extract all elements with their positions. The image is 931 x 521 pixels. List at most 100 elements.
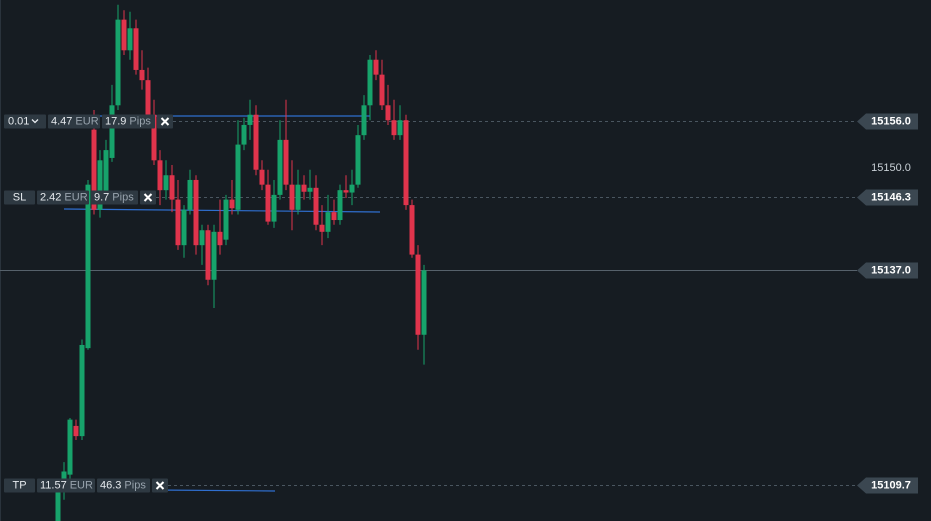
candle-body (217, 231, 223, 246)
candle-body (235, 144, 241, 210)
candle-body (421, 270, 427, 335)
candle-body (397, 120, 403, 136)
candle-body (337, 190, 343, 221)
order-amount-value: 2.42 (40, 191, 61, 203)
order-distance-value: 46.3 (100, 479, 121, 491)
candle-body (343, 190, 349, 193)
candle-body (325, 212, 331, 232)
order-amount-cell (37, 190, 89, 205)
candle-body (199, 230, 205, 246)
candle-body (295, 184, 301, 210)
candle-body (157, 160, 163, 191)
order-amount: 2.42 EUR (40, 191, 88, 203)
candle-body (301, 184, 307, 192)
candle-body (163, 175, 169, 191)
order-distance-cell (91, 190, 138, 205)
candle-body (97, 160, 103, 210)
candle-body (127, 28, 133, 51)
price-tag (857, 189, 918, 206)
candle-body (313, 187, 319, 225)
order-name-cell[interactable] (4, 190, 35, 205)
order-unit: Pips (124, 479, 146, 491)
order-distance-value: 17.9 (105, 115, 126, 127)
order-amount: 11.57 EUR (40, 479, 93, 491)
order-unit: Pips (112, 191, 134, 203)
candle-body (121, 19, 127, 51)
order-currency: EUR (64, 191, 87, 203)
candle-body (403, 120, 409, 206)
candle-body (145, 80, 151, 115)
candle-body (259, 169, 265, 185)
candle-body (253, 114, 259, 170)
order-name[interactable]: 0.01 (8, 115, 29, 127)
candle-body (175, 199, 181, 246)
order-unit: Pips (129, 115, 151, 127)
order-currency: EUR (70, 479, 93, 491)
tp-drag-line (154, 489, 276, 492)
order-name[interactable]: TP (12, 479, 26, 491)
order-name-cell[interactable] (4, 114, 46, 129)
order-distance-cell (102, 114, 155, 129)
candle-body (73, 425, 79, 437)
order-distance: 9.7 Pips (94, 191, 134, 203)
order-amount-cell (48, 114, 100, 129)
candle-body (415, 254, 421, 335)
candle-body (187, 179, 193, 210)
price-tag (857, 113, 918, 130)
candle-body (139, 69, 145, 81)
candle-body (229, 199, 235, 209)
candle-body (109, 105, 115, 158)
order-distance-value: 9.7 (94, 191, 109, 203)
candle-body (391, 120, 397, 136)
candle-body (379, 74, 385, 106)
candle-body (283, 139, 289, 185)
candle-body (247, 114, 253, 125)
candle-body (223, 199, 229, 240)
price-tag-label: 15156.0 (871, 115, 911, 127)
candle-body (319, 224, 325, 232)
price-tag-label: 15109.7 (871, 479, 911, 491)
order-name[interactable]: SL (13, 191, 26, 203)
close-icon[interactable] (155, 481, 165, 490)
order-distance-cell (97, 478, 150, 493)
candle-body (103, 150, 109, 192)
dropdown-chevron[interactable] (31, 119, 39, 124)
candle-body (361, 105, 367, 136)
order-currency: EUR (75, 115, 98, 127)
price-tag-label: 15146.3 (871, 191, 911, 203)
candle-body (331, 212, 337, 221)
order-distance: 17.9 Pips (105, 115, 151, 127)
price-tag (857, 262, 918, 279)
price-tag (857, 477, 918, 494)
order-amount-value: 4.47 (51, 115, 72, 127)
sl-drag-line (63, 208, 381, 213)
close-icon[interactable] (143, 193, 153, 202)
candle-body (181, 209, 187, 246)
candle-body (115, 19, 121, 106)
candle-body (355, 135, 361, 185)
candle-body (409, 205, 415, 255)
candle-body (385, 105, 391, 121)
candle-body (373, 59, 379, 75)
candle-body (307, 187, 313, 192)
candle-body (55, 489, 61, 521)
candle-body (205, 230, 211, 280)
candle-body (271, 194, 277, 222)
order-name-cell[interactable] (4, 478, 35, 493)
candle-body (67, 419, 73, 475)
candle-body (289, 184, 295, 210)
candle-body (85, 184, 91, 349)
candle-body (265, 184, 271, 222)
candle-body (193, 179, 199, 246)
y-tick-label: 15150.0 (871, 162, 911, 174)
order-amount-cell (37, 478, 95, 493)
candle-body (79, 344, 85, 437)
close-icon[interactable] (160, 117, 170, 126)
candle-body (91, 129, 97, 210)
candle-body (277, 139, 283, 195)
candle-body (349, 184, 355, 193)
candle-body (241, 124, 247, 145)
candle-body (367, 59, 373, 106)
